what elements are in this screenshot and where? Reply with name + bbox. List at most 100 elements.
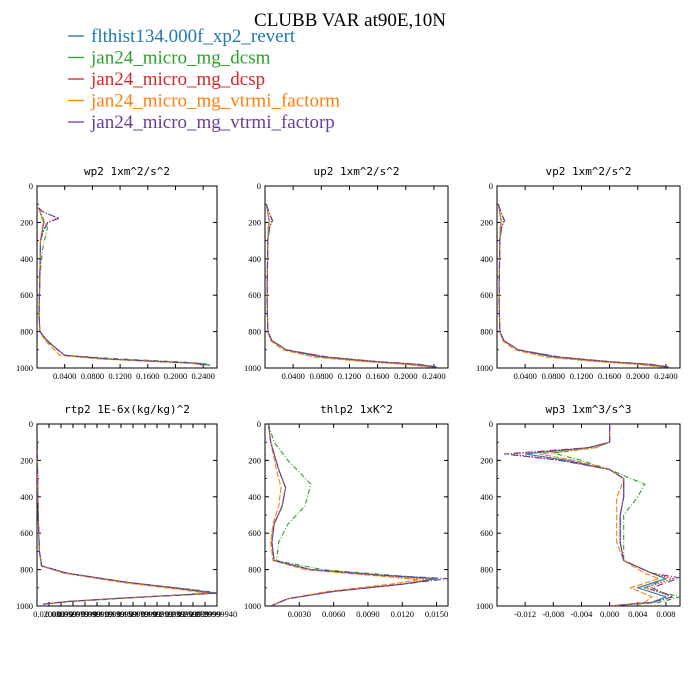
x-tick-label: 0.239999 [165,609,197,619]
series-line-1 [497,204,666,368]
legend-label: jan24_micro_mg_dcsm [90,48,271,69]
series-line-4 [265,204,431,368]
y-tick-label: 0 [29,181,33,191]
y-tick-label: 0 [257,181,261,191]
x-tick-label: 0.219999 [153,609,185,619]
x-tick-label: 0.179999 [129,609,161,619]
series-line-5 [37,442,217,605]
panel-title: rtp2 1E-6x(kg/kg)^2 [64,403,190,416]
x-tick-label: 0.039999 [45,609,77,619]
series-line-3 [265,204,438,368]
x-tick-label: 0.279999 [189,609,221,619]
plot-frame [496,423,681,607]
x-tick-label: 0.2400 [191,371,214,381]
y-tick-label: 1000 [476,601,493,611]
series-line-5 [265,204,438,368]
x-tick-label: 0.139999 [105,609,137,619]
series-line-3 [497,204,670,368]
x-tick-label: 0.004 [628,609,648,619]
y-tick-label: 400 [480,492,493,502]
series-line-5 [267,424,448,606]
y-tick-label: 200 [20,217,33,227]
x-tick-label: 0.1600 [136,371,159,381]
x-tick-label: 0.0060 [322,609,345,619]
panel-title: thlp2 1xK^2 [320,403,393,416]
panel-title: wp3 1xm^3/s^3 [545,403,631,416]
x-tick-label: 0.0120 [391,609,414,619]
series-line-1 [267,424,437,606]
x-tick-label: 0.079999 [69,609,101,619]
series-line-3 [37,442,213,605]
series-line-1 [265,204,434,368]
plot-frame [496,185,681,369]
y-tick-label: 200 [248,455,261,465]
panel-3: vp2 1xm^2/s^2 0 200 400 600 800 1000 0.0400 0.08… [476,165,681,381]
panel-5: thlp2 1xK^2 0 200 400 600 800 1000 0.0030 0.0060… [244,403,449,619]
x-tick-label: 0.0400 [53,371,76,381]
x-tick-label: 0.1600 [366,371,389,381]
y-tick-label: 800 [20,565,33,575]
legend-item: jan24_micro_mg_dcsm [68,48,271,69]
x-tick-label: 0.008 [656,609,675,619]
series-line-5 [503,424,680,606]
legend-item: jan24_micro_mg_vtrmi_factorp [68,112,335,133]
y-tick-label: 400 [248,254,261,264]
y-tick-label: 400 [20,492,33,502]
y-tick-label: 800 [248,327,261,337]
x-tick-label: 0.1600 [598,371,621,381]
series-line-4 [497,204,663,368]
x-tick-label: 0.0030 [288,609,311,619]
y-tick-label: 0 [257,419,261,429]
series-line-4 [37,442,210,605]
x-tick-label: 0.099999 [81,609,113,619]
y-tick-label: 800 [20,327,33,337]
x-tick-label: 0.259999 [177,609,209,619]
y-tick-label: 400 [20,254,33,264]
panel-6: wp3 1xm^3/s^3 0 200 400 600 800 1000 -0.012 -0.0… [476,403,681,619]
y-tick-label: 600 [20,290,33,300]
x-tick-label: 0.2400 [654,371,677,381]
y-tick-label: 600 [248,528,261,538]
x-tick-label: 0.059999 [57,609,89,619]
panel-title: up2 1xm^2/s^2 [313,165,399,178]
x-tick-label: 0.2400 [422,371,445,381]
y-tick-label: 200 [248,217,261,227]
panel-title: wp2 1xm^2/s^2 [84,165,170,178]
legend: flthist134.000f_xp2_revertjan24_micro_mg… [68,26,340,133]
x-tick-label: 0.199999 [141,609,173,619]
y-tick-label: 1000 [244,363,261,373]
legend-label: jan24_micro_mg_dcsp [90,69,265,90]
y-tick-label: 800 [480,327,493,337]
legend-label: flthist134.000f_xp2_revert [91,26,296,47]
series-line-2 [497,204,670,368]
y-tick-label: 800 [480,565,493,575]
series-line-2 [265,204,438,368]
series-line-1 [37,207,211,366]
series-line-4 [37,207,204,366]
y-tick-label: 1000 [244,601,261,611]
series-line-3 [38,207,207,366]
x-tick-label: 0.2000 [394,371,417,381]
legend-label: jan24_micro_mg_vtrmi_factorp [90,112,335,133]
x-tick-label: 0.000 [600,609,619,619]
panel-1: wp2 1xm^2/s^2 0 200 400 600 800 1000 0.0400 0.08… [16,165,218,381]
series-line-2 [37,207,211,366]
y-tick-label: 200 [480,455,493,465]
x-tick-label: 0.0150 [425,609,448,619]
panel-4: rtp2 1E-6x(kg/kg)^2 0 200 400 600 800 10000.02… [16,403,237,619]
legend-label: jan24_micro_mg_vtrmi_factorm [90,91,340,112]
x-tick-label: 0.0400 [281,371,304,381]
y-tick-label: 0 [29,419,33,429]
x-tick-label: 0.2000 [164,371,187,381]
plot-frame [36,185,218,369]
x-tick-label: 0.0400 [513,371,536,381]
x-tick-label: 0.159999 [117,609,149,619]
x-tick-label: 0.2000 [626,371,649,381]
y-tick-label: 1000 [16,601,33,611]
series-line-4 [267,424,420,606]
x-tick-label: 0.1200 [338,371,361,381]
y-tick-label: 1000 [16,363,33,373]
y-tick-label: 200 [20,455,33,465]
series-line-2 [267,424,435,606]
